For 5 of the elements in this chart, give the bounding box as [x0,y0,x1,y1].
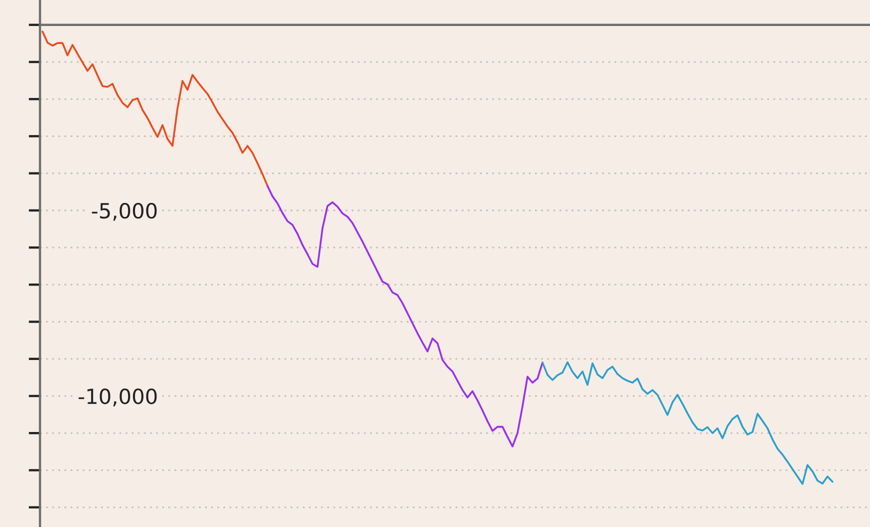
y-tick-label: -5,000 [92,202,157,221]
line-series [266,185,544,448]
line-series [542,361,834,485]
line-series [42,30,268,187]
y-tick-label: -10,000 [78,388,157,406]
